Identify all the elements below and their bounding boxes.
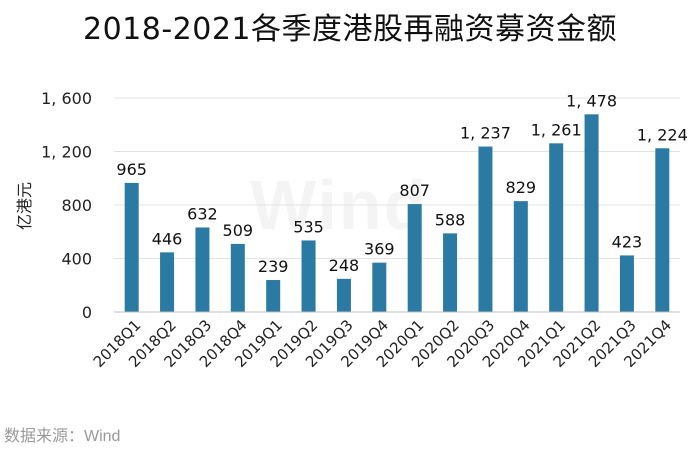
bar-2019q2 xyxy=(301,240,316,312)
chart-title: 2018-2021各季度港股再融资募资金额 xyxy=(82,12,618,47)
y-axis-ticks: 0 400 800 1, 200 1, 600 xyxy=(41,89,92,322)
data-label: 239 xyxy=(258,257,289,276)
bar-2020q3 xyxy=(478,146,493,312)
bar-2021q2 xyxy=(584,114,599,312)
data-label: 965 xyxy=(116,160,147,179)
bar-2019q1 xyxy=(266,280,281,312)
data-label: 1, 261 xyxy=(531,120,582,139)
data-label: 588 xyxy=(435,210,466,229)
bar-2021q4 xyxy=(655,148,670,312)
bar-2020q2 xyxy=(443,233,458,312)
y-tick-label: 800 xyxy=(61,196,92,215)
bar-2021q3 xyxy=(619,255,634,312)
bar-2018q3 xyxy=(195,227,210,312)
data-label: 807 xyxy=(399,181,430,200)
y-tick-label: 1, 600 xyxy=(41,89,92,108)
data-label: 248 xyxy=(329,256,360,275)
y-tick-label: 1, 200 xyxy=(41,143,92,162)
data-label: 632 xyxy=(187,204,218,223)
bar-2020q4 xyxy=(513,201,528,312)
y-axis-label: 亿港元 xyxy=(15,182,34,230)
data-label: 446 xyxy=(152,229,183,248)
data-label: 1, 237 xyxy=(460,124,511,143)
data-label: 535 xyxy=(293,217,324,236)
data-label: 369 xyxy=(364,240,395,259)
data-label: 1, 224 xyxy=(637,125,688,144)
data-label: 1, 478 xyxy=(566,91,617,110)
data-label: 423 xyxy=(612,232,643,251)
y-tick-label: 0 xyxy=(82,303,92,322)
data-label: 829 xyxy=(506,178,537,197)
bar-2018q1 xyxy=(124,182,139,312)
bar-2018q2 xyxy=(160,252,175,312)
source-note: 数据来源：Wind xyxy=(4,428,121,445)
x-axis-ticks: 2018Q12018Q22018Q32018Q42019Q12019Q22019… xyxy=(90,316,675,371)
y-tick-label: 400 xyxy=(61,250,92,269)
bar-2020q1 xyxy=(407,204,422,312)
bar-2018q4 xyxy=(230,243,245,312)
bar-2019q3 xyxy=(336,278,351,312)
bar-2019q4 xyxy=(372,262,387,312)
data-label: 509 xyxy=(223,221,254,240)
bars xyxy=(124,114,670,312)
bar-2021q1 xyxy=(549,143,564,312)
